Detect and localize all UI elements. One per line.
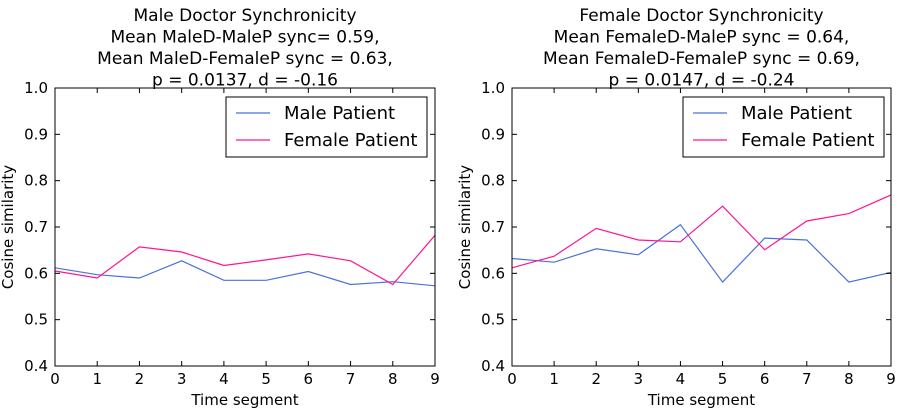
series-line-male-patient	[511, 223, 892, 284]
x-tick-label: 9	[430, 370, 440, 388]
y-tick-label: 0.8	[481, 172, 505, 190]
x-tick-label: 8	[844, 370, 854, 388]
x-tick-label: 4	[219, 370, 229, 388]
legend: Male Patient Female Patient	[682, 96, 885, 158]
x-tick-label: 0	[507, 370, 517, 388]
series-line-male-patient	[54, 260, 436, 287]
x-tick-label: 2	[135, 370, 145, 388]
legend-box	[682, 96, 885, 158]
y-tick-label: 1.0	[481, 79, 505, 97]
legend-box	[225, 96, 428, 158]
chart-title-line: Female Doctor Synchronicity	[579, 6, 823, 26]
chart-title-line: Male Doctor Synchronicity	[133, 6, 356, 26]
x-tick-label: 5	[261, 370, 271, 388]
y-tick-label: 0.5	[481, 311, 505, 329]
x-tick-label: 2	[591, 370, 601, 388]
y-axis-label: Cosine similarity	[456, 165, 474, 289]
y-tick-label: 0.9	[24, 125, 48, 143]
chart-title-line: Mean FemaleD-MaleP sync = 0.64,	[554, 28, 850, 48]
chart-title-line: Mean MaleD-FemaleP sync = 0.63,	[97, 49, 393, 69]
x-tick-label: 0	[50, 370, 60, 388]
chart-title-line: Mean MaleD-MaleP sync= 0.59,	[110, 28, 379, 48]
x-tick-label: 7	[802, 370, 812, 388]
legend: Male Patient Female Patient	[225, 96, 428, 158]
y-tick-label: 0.5	[24, 311, 48, 329]
legend-label: Female Patient	[284, 130, 417, 151]
series-line-female-patient	[511, 194, 892, 269]
x-tick-label: 4	[676, 370, 686, 388]
legend-label: Male Patient	[741, 103, 852, 124]
x-tick-label: 3	[634, 370, 644, 388]
x-axis-label: Time segment	[190, 391, 298, 409]
y-tick-label: 0.6	[24, 264, 48, 282]
y-tick-label: 0.4	[481, 357, 505, 375]
chart-title-line: p = 0.0137, d = -0.16	[152, 71, 338, 91]
y-tick-label: 0.7	[481, 218, 505, 236]
x-tick-label: 6	[760, 370, 770, 388]
y-tick-label: 0.6	[481, 264, 505, 282]
x-tick-label: 5	[718, 370, 728, 388]
x-axis-label: Time segment	[647, 391, 755, 409]
chart-title-line: Mean FemaleD-FemaleP sync = 0.69,	[543, 49, 860, 69]
y-tick-label: 0.7	[24, 218, 48, 236]
y-tick-label: 0.8	[24, 172, 48, 190]
x-tick-label: 3	[177, 370, 187, 388]
legend-label: Female Patient	[741, 130, 874, 151]
x-tick-label: 6	[304, 370, 314, 388]
y-tick-label: 1.0	[24, 79, 48, 97]
y-tick-label: 0.4	[24, 357, 48, 375]
series-line-female-patient	[54, 234, 436, 286]
x-tick-label: 8	[388, 370, 398, 388]
y-axis-label: Cosine similarity	[0, 165, 17, 289]
y-tick-label: 0.9	[481, 125, 505, 143]
x-tick-label: 1	[92, 370, 102, 388]
x-tick-label: 9	[886, 370, 896, 388]
chart-title-line: p = 0.0147, d = -0.24	[609, 71, 795, 91]
x-tick-label: 1	[549, 370, 559, 388]
x-tick-label: 7	[346, 370, 356, 388]
legend-label: Male Patient	[284, 103, 395, 124]
